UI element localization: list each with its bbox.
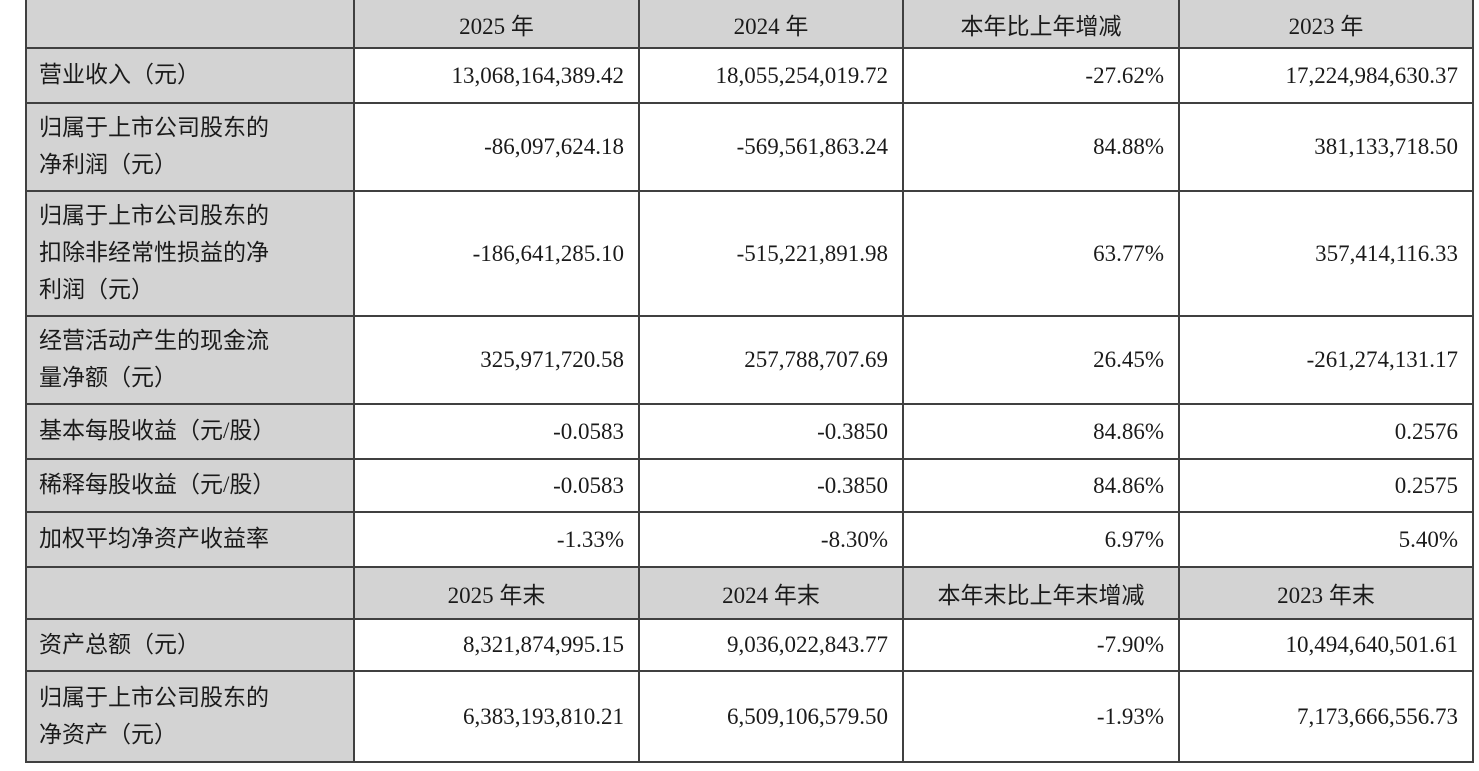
table-row-operating-cash-flow: 经营活动产生的现金流 量净额（元） 325,971,720.58 257,788… — [25, 315, 1474, 405]
table-row-revenue: 营业收入（元） 13,068,164,389.42 18,055,254,019… — [25, 47, 1474, 104]
cell-value: 257,788,707.69 — [638, 315, 904, 405]
col-header-year-end-change: 本年末比上年末增减 — [902, 566, 1180, 620]
cell-value: -1.93% — [902, 670, 1180, 763]
cell-value: 17,224,984,630.37 — [1178, 47, 1474, 104]
cell-value: 7,173,666,556.73 — [1178, 670, 1474, 763]
cell-value: -0.3850 — [638, 458, 904, 513]
row-label: 归属于上市公司股东的 净利润（元） — [25, 102, 355, 192]
row-label: 稀释每股收益（元/股） — [25, 458, 355, 513]
cell-value: -0.0583 — [353, 458, 640, 513]
cell-value: 357,414,116.33 — [1178, 190, 1474, 317]
cell-value: -27.62% — [902, 47, 1180, 104]
table-row-net-assets: 归属于上市公司股东的 净资产（元） 6,383,193,810.21 6,509… — [25, 670, 1474, 763]
cell-value: 84.86% — [902, 403, 1180, 460]
cell-value: -1.33% — [353, 511, 640, 568]
cell-value: -0.0583 — [353, 403, 640, 460]
cell-value: 13,068,164,389.42 — [353, 47, 640, 104]
cell-value: 325,971,720.58 — [353, 315, 640, 405]
col-header-2023-end: 2023 年末 — [1178, 566, 1474, 620]
col-header-2025-end: 2025 年末 — [353, 566, 640, 620]
cell-value: -186,641,285.10 — [353, 190, 640, 317]
row-label: 经营活动产生的现金流 量净额（元） — [25, 315, 355, 405]
header-blank-cell — [25, 0, 355, 49]
cell-value: 8,321,874,995.15 — [353, 618, 640, 672]
table-row-weighted-avg-roe: 加权平均净资产收益率 -1.33% -8.30% 6.97% 5.40% — [25, 511, 1474, 568]
cell-value: -0.3850 — [638, 403, 904, 460]
cell-value: -569,561,863.24 — [638, 102, 904, 192]
table-row-diluted-eps: 稀释每股收益（元/股） -0.0583 -0.3850 84.86% 0.257… — [25, 458, 1474, 513]
cell-value: 26.45% — [902, 315, 1180, 405]
table-row-net-profit: 归属于上市公司股东的 净利润（元） -86,097,624.18 -569,56… — [25, 102, 1474, 192]
table-row-total-assets: 资产总额（元） 8,321,874,995.15 9,036,022,843.7… — [25, 618, 1474, 672]
col-header-yoy-change: 本年比上年增减 — [902, 0, 1180, 49]
row-label: 归属于上市公司股东的 净资产（元） — [25, 670, 355, 763]
cell-value: 6.97% — [902, 511, 1180, 568]
cell-value: -7.90% — [902, 618, 1180, 672]
header-row-year-end: 2025 年末 2024 年末 本年末比上年末增减 2023 年末 — [25, 566, 1474, 620]
col-header-2024-end: 2024 年末 — [638, 566, 904, 620]
cell-value: -86,097,624.18 — [353, 102, 640, 192]
header-row-annual: 2025 年 2024 年 本年比上年增减 2023 年 — [25, 0, 1474, 49]
row-label: 基本每股收益（元/股） — [25, 403, 355, 460]
row-label: 营业收入（元） — [25, 47, 355, 104]
cell-value: 18,055,254,019.72 — [638, 47, 904, 104]
table-row-net-profit-excl-nonrecurring: 归属于上市公司股东的 扣除非经常性损益的净 利润（元） -186,641,285… — [25, 190, 1474, 317]
cell-value: -8.30% — [638, 511, 904, 568]
col-header-2024: 2024 年 — [638, 0, 904, 49]
row-label: 归属于上市公司股东的 扣除非经常性损益的净 利润（元） — [25, 190, 355, 317]
row-label: 资产总额（元） — [25, 618, 355, 672]
cell-value: 84.86% — [902, 458, 1180, 513]
cell-value: 6,383,193,810.21 — [353, 670, 640, 763]
cell-value: 0.2576 — [1178, 403, 1474, 460]
financial-summary-table: 2025 年 2024 年 本年比上年增减 2023 年 营业收入（元） 13,… — [25, 0, 1474, 763]
table-row-basic-eps: 基本每股收益（元/股） -0.0583 -0.3850 84.86% 0.257… — [25, 403, 1474, 460]
cell-value: 9,036,022,843.77 — [638, 618, 904, 672]
cell-value: -261,274,131.17 — [1178, 315, 1474, 405]
cell-value: 10,494,640,501.61 — [1178, 618, 1474, 672]
cell-value: -515,221,891.98 — [638, 190, 904, 317]
col-header-2025: 2025 年 — [353, 0, 640, 49]
row-label: 加权平均净资产收益率 — [25, 511, 355, 568]
cell-value: 381,133,718.50 — [1178, 102, 1474, 192]
header-blank-cell — [25, 566, 355, 620]
cell-value: 84.88% — [902, 102, 1180, 192]
financial-summary: 2025 年 2024 年 本年比上年增减 2023 年 营业收入（元） 13,… — [25, 0, 1479, 763]
col-header-2023: 2023 年 — [1178, 0, 1474, 49]
cell-value: 6,509,106,579.50 — [638, 670, 904, 763]
cell-value: 5.40% — [1178, 511, 1474, 568]
cell-value: 63.77% — [902, 190, 1180, 317]
cell-value: 0.2575 — [1178, 458, 1474, 513]
